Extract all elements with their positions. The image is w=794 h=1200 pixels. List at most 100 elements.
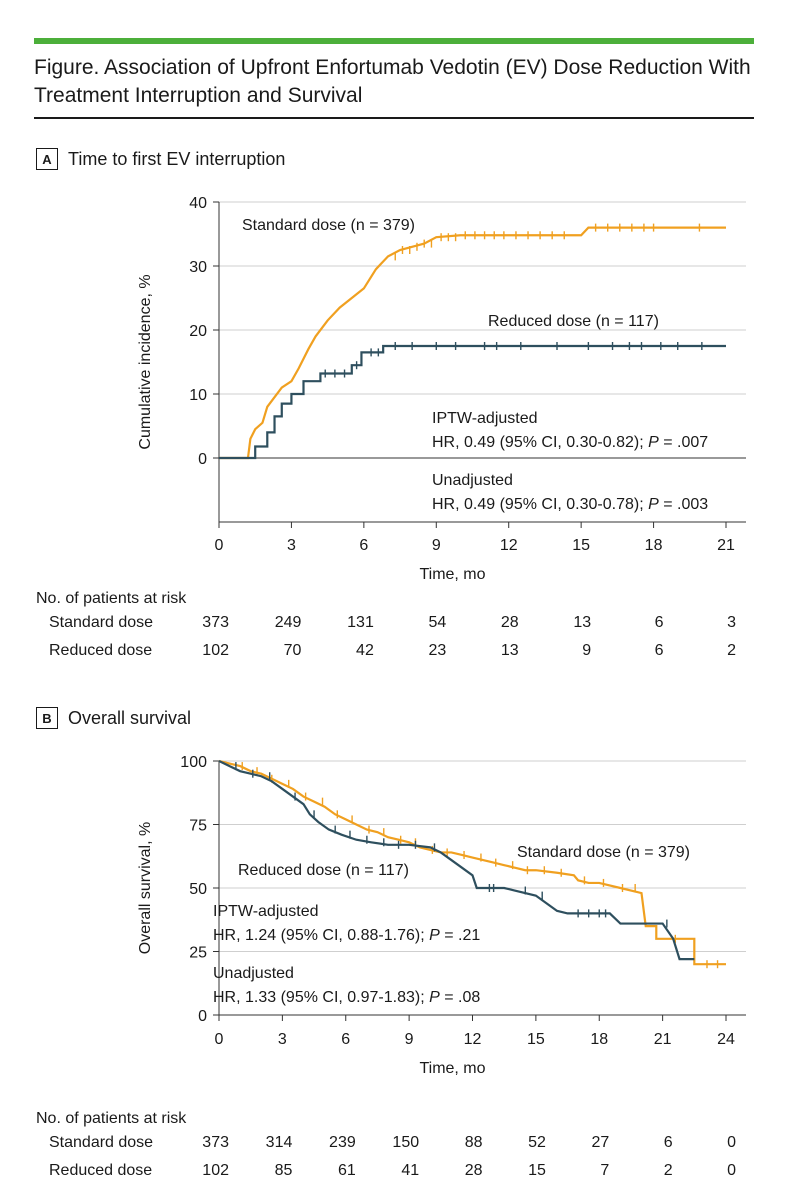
risk-cell: 52 bbox=[528, 1134, 546, 1151]
x-tick-label: 15 bbox=[527, 1031, 545, 1048]
risk-cell: 2 bbox=[663, 1162, 673, 1179]
x-tick-label: 0 bbox=[215, 537, 224, 554]
risk-cell: 6 bbox=[654, 642, 664, 659]
annotation-hr-text: HR, 0.49 (95% CI, 0.30-0.78); bbox=[432, 496, 648, 513]
y-tick-label: 30 bbox=[189, 259, 207, 276]
x-tick-label: 18 bbox=[645, 537, 663, 554]
series-line-reduced bbox=[218, 760, 695, 961]
annotation-p-value: = .21 bbox=[440, 927, 481, 944]
annotation-hr-text: HR, 1.33 (95% CI, 0.97-1.83); bbox=[213, 989, 429, 1006]
panel-a-header: A Time to first EV interruption bbox=[36, 148, 285, 170]
risk-cell: 249 bbox=[274, 614, 302, 631]
risk-cell: 239 bbox=[329, 1134, 356, 1151]
risk-table-heading: No. of patients at risk bbox=[36, 1110, 187, 1127]
chart-b-plot: 0 25 50 75 100 0 3 6 9 12 15 18 21 24 Time, mo Overall … bbox=[137, 754, 746, 1077]
panel-a-title: Time to first EV interruption bbox=[68, 148, 286, 169]
series-label-standard: Standard dose (n = 379) bbox=[242, 217, 415, 234]
series-label-standard: Standard dose (n = 379) bbox=[517, 844, 690, 861]
annotation-p-value: = .08 bbox=[440, 989, 481, 1006]
risk-cell: 54 bbox=[428, 614, 447, 631]
x-tick-label: 0 bbox=[215, 1031, 224, 1048]
annotation-hr-text: HR, 1.24 (95% CI, 0.88-1.76); bbox=[213, 927, 429, 944]
annotation-p-symbol: P bbox=[648, 434, 659, 451]
x-tick-label: 6 bbox=[341, 1031, 350, 1048]
risk-cell: 15 bbox=[528, 1162, 546, 1179]
risk-cell: 3 bbox=[727, 614, 736, 631]
risk-cell: 42 bbox=[356, 642, 374, 659]
risk-cell: 150 bbox=[392, 1134, 420, 1151]
risk-cell: 61 bbox=[337, 1162, 356, 1179]
x-tick-label: 12 bbox=[464, 1031, 482, 1048]
y-tick-label: 0 bbox=[198, 451, 207, 468]
risk-row-label: Reduced dose bbox=[49, 1162, 153, 1179]
risk-cell: 13 bbox=[573, 614, 592, 631]
annotation-p-symbol: P bbox=[648, 496, 659, 513]
panel-b-header: B Overall survival bbox=[36, 707, 191, 729]
series-label-reduced: Reduced dose (n = 117) bbox=[238, 862, 409, 879]
risk-cell: 9 bbox=[582, 642, 592, 659]
risk-cell: 88 bbox=[464, 1134, 483, 1151]
figure-title: Figure. Association of Upfront Enfortuma… bbox=[34, 56, 751, 107]
panel-b-letter: B bbox=[36, 707, 58, 729]
x-tick-label: 6 bbox=[359, 537, 368, 554]
risk-cell: 102 bbox=[202, 1162, 229, 1179]
x-axis-label: Time, mo bbox=[419, 1060, 485, 1077]
y-tick-label: 50 bbox=[189, 881, 207, 898]
x-tick-label: 21 bbox=[717, 537, 735, 554]
risk-row-label: Standard dose bbox=[49, 614, 154, 631]
risk-cell: 2 bbox=[727, 642, 736, 659]
y-axis-label: Overall survival, % bbox=[137, 822, 154, 954]
risk-cell: 13 bbox=[500, 642, 519, 659]
x-tick-label: 24 bbox=[717, 1031, 735, 1048]
risk-row-label: Standard dose bbox=[49, 1134, 154, 1151]
annotation-p-symbol: P bbox=[429, 927, 440, 944]
annotation-hr: HR, 0.49 (95% CI, 0.30-0.78); P = .003 bbox=[432, 496, 708, 513]
annotation-title: IPTW-adjusted bbox=[432, 410, 538, 427]
risk-cell: 0 bbox=[727, 1162, 736, 1179]
risk-cell: 70 bbox=[283, 642, 302, 659]
risk-cell: 28 bbox=[500, 614, 519, 631]
y-tick-label: 40 bbox=[189, 195, 207, 212]
series-line-standard bbox=[219, 226, 726, 460]
annotation-hr: HR, 0.49 (95% CI, 0.30-0.82); P = .007 bbox=[432, 434, 708, 451]
annotation-p-symbol: P bbox=[429, 989, 440, 1006]
series-line-reduced bbox=[219, 344, 726, 460]
panel-a-letter: A bbox=[36, 148, 58, 170]
y-tick-label: 100 bbox=[180, 754, 207, 771]
risk-row-label: Reduced dose bbox=[49, 642, 153, 659]
y-tick-label: 25 bbox=[189, 945, 207, 962]
series-label-reduced: Reduced dose (n = 117) bbox=[488, 313, 659, 330]
x-tick-label: 18 bbox=[590, 1031, 608, 1048]
risk-cell: 6 bbox=[654, 614, 664, 631]
annotation-title: Unadjusted bbox=[213, 965, 294, 982]
annotation-title: IPTW-adjusted bbox=[213, 903, 319, 920]
risk-cell: 41 bbox=[401, 1162, 420, 1179]
risk-cell: 373 bbox=[202, 614, 229, 631]
risk-table-heading: No. of patients at risk bbox=[36, 590, 187, 607]
chart-a-plot: 0 10 20 30 40 0 3 6 9 12 15 18 21 Time, mo Cumulative … bbox=[137, 195, 746, 583]
x-tick-label: 9 bbox=[405, 1031, 414, 1048]
accent-bar bbox=[34, 38, 754, 44]
risk-cell: 314 bbox=[265, 1134, 293, 1151]
annotation-hr-text: HR, 0.49 (95% CI, 0.30-0.82); bbox=[432, 434, 648, 451]
y-tick-label: 10 bbox=[189, 387, 207, 404]
series-line-standard bbox=[218, 759, 726, 966]
annotation-p-value: = .007 bbox=[659, 434, 708, 451]
risk-cell: 85 bbox=[274, 1162, 293, 1179]
title-divider bbox=[34, 117, 754, 119]
risk-cell: 0 bbox=[727, 1134, 736, 1151]
risk-cell: 131 bbox=[347, 614, 374, 631]
y-tick-label: 20 bbox=[189, 323, 207, 340]
risk-cell: 27 bbox=[591, 1134, 610, 1151]
risk-cell: 102 bbox=[202, 642, 229, 659]
x-tick-label: 3 bbox=[278, 1031, 287, 1048]
y-tick-label: 75 bbox=[189, 818, 207, 835]
panel-b-title: Overall survival bbox=[68, 707, 192, 728]
risk-cell: 23 bbox=[428, 642, 447, 659]
y-axis-label: Cumulative incidence, % bbox=[137, 274, 154, 449]
x-tick-label: 12 bbox=[500, 537, 518, 554]
risk-cell: 28 bbox=[464, 1162, 483, 1179]
annotation-p-value: = .003 bbox=[659, 496, 708, 513]
x-tick-label: 3 bbox=[287, 537, 296, 554]
y-tick-label: 0 bbox=[198, 1008, 207, 1025]
